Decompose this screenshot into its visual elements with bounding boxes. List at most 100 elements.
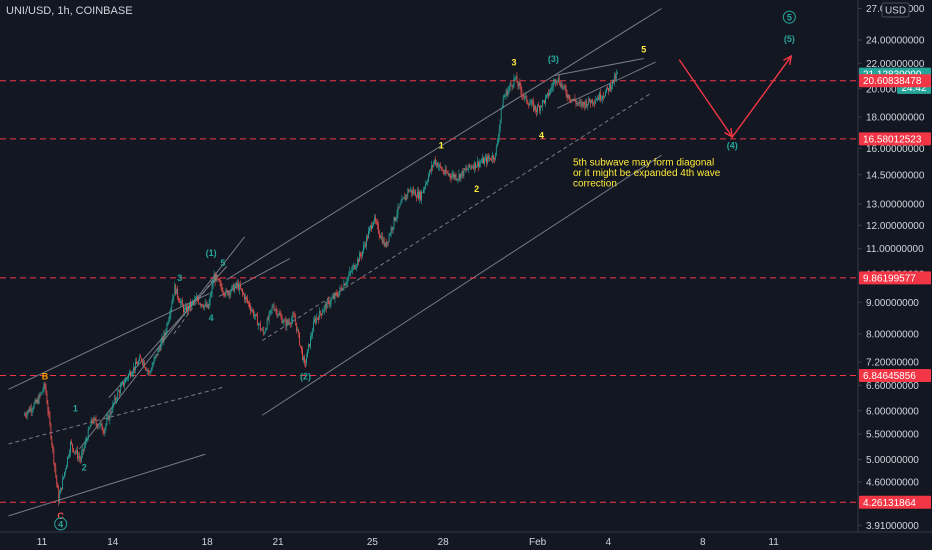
candle-body <box>119 390 121 394</box>
candle-body <box>342 289 344 291</box>
candle-body <box>60 487 62 494</box>
candle-body <box>142 361 144 364</box>
candle-body <box>131 374 132 377</box>
currency-badge[interactable]: USD <box>881 2 910 18</box>
candle-body <box>110 412 112 414</box>
candle-body <box>121 383 123 387</box>
candle-body <box>195 298 196 300</box>
trendline[interactable] <box>557 61 656 109</box>
candle-body <box>113 403 115 404</box>
candle-body <box>247 298 248 302</box>
x-tick-label: 11 <box>37 537 48 548</box>
candle-body <box>469 164 471 167</box>
candle-body <box>575 101 577 104</box>
x-tick-label: 21 <box>272 537 284 548</box>
candle-body <box>227 290 229 296</box>
candle-body <box>513 78 515 86</box>
wave-label-text: 5 <box>220 258 225 268</box>
candle-body <box>462 171 464 176</box>
candle-body <box>567 94 569 98</box>
candle-body <box>201 304 203 307</box>
candle-body <box>165 331 167 335</box>
trendline[interactable] <box>173 273 218 335</box>
candle-body <box>272 306 274 308</box>
candle-body <box>585 100 587 107</box>
candle-body <box>217 278 219 280</box>
candle-body <box>592 99 594 104</box>
candle-body <box>61 487 63 490</box>
candle-body <box>76 450 77 453</box>
candle-body <box>616 72 618 74</box>
candle-body <box>418 191 420 199</box>
candle-body <box>601 98 602 100</box>
candle-body <box>234 286 236 292</box>
candle-body <box>448 174 450 175</box>
candle-body <box>517 82 519 87</box>
candle-body <box>341 287 343 290</box>
candle-body <box>346 281 348 284</box>
candle-body <box>40 392 42 395</box>
trendline[interactable] <box>8 453 206 517</box>
candle-body <box>329 303 331 306</box>
candle-body <box>536 110 538 113</box>
horizontal-levels-layer <box>0 80 858 503</box>
candle-body <box>233 284 235 292</box>
candle-body <box>433 159 435 164</box>
trendline[interactable] <box>226 8 662 280</box>
trendline[interactable] <box>261 154 662 416</box>
candle-body <box>242 289 243 293</box>
candle-body <box>194 299 195 302</box>
candle-body <box>133 366 134 373</box>
candle-body <box>545 97 546 104</box>
x-tick-label: 11 <box>768 537 779 548</box>
candle-body <box>299 333 301 346</box>
candle-body <box>369 227 370 232</box>
candle-body <box>348 275 350 278</box>
candle-body <box>132 372 133 375</box>
candle-body <box>353 265 355 268</box>
candle-body <box>101 423 103 430</box>
candle-body <box>258 323 260 325</box>
candle-body <box>270 309 272 311</box>
candle-body <box>549 92 550 96</box>
candle-body <box>378 232 380 236</box>
candle-body <box>162 337 164 341</box>
candle-body <box>141 360 143 364</box>
wave-label: (4) <box>727 140 738 150</box>
candle-body <box>144 367 146 369</box>
y-tick-label: 14.50000000 <box>866 170 925 181</box>
candle-body <box>218 279 220 282</box>
trendline[interactable] <box>8 293 210 390</box>
candle-body <box>260 329 262 331</box>
trendline[interactable] <box>553 57 644 77</box>
candle-body <box>63 476 65 479</box>
wave-label-text: 4 <box>209 313 214 323</box>
candle-body <box>449 174 451 177</box>
x-tick-label: 18 <box>202 537 214 548</box>
candle-body <box>106 418 108 425</box>
candle-body <box>252 310 253 311</box>
candle-body <box>599 92 600 100</box>
y-tick-label: 6.60000000 <box>866 381 919 392</box>
x-tick-label: 28 <box>438 537 450 548</box>
y-tick-label: 4.60000000 <box>866 477 919 488</box>
candle-body <box>275 309 277 311</box>
wave-label-circle <box>54 517 68 531</box>
candle-body <box>235 283 237 287</box>
candle-body <box>158 348 160 350</box>
candle-body <box>43 383 45 391</box>
candle-body <box>340 287 342 289</box>
time-axis[interactable]: 11 14 18 21 25 28 Feb 4 8 11 <box>0 531 932 550</box>
candle-body <box>611 79 613 87</box>
candle-body <box>198 303 200 305</box>
candle-body <box>191 302 192 307</box>
candle-body <box>32 408 34 410</box>
candle-body <box>554 79 556 83</box>
candle-body <box>614 75 616 79</box>
candle-body <box>285 320 287 327</box>
candle-body <box>223 292 225 295</box>
candle-body <box>331 298 333 300</box>
trendline[interactable] <box>8 386 224 445</box>
candle-body <box>485 157 486 160</box>
